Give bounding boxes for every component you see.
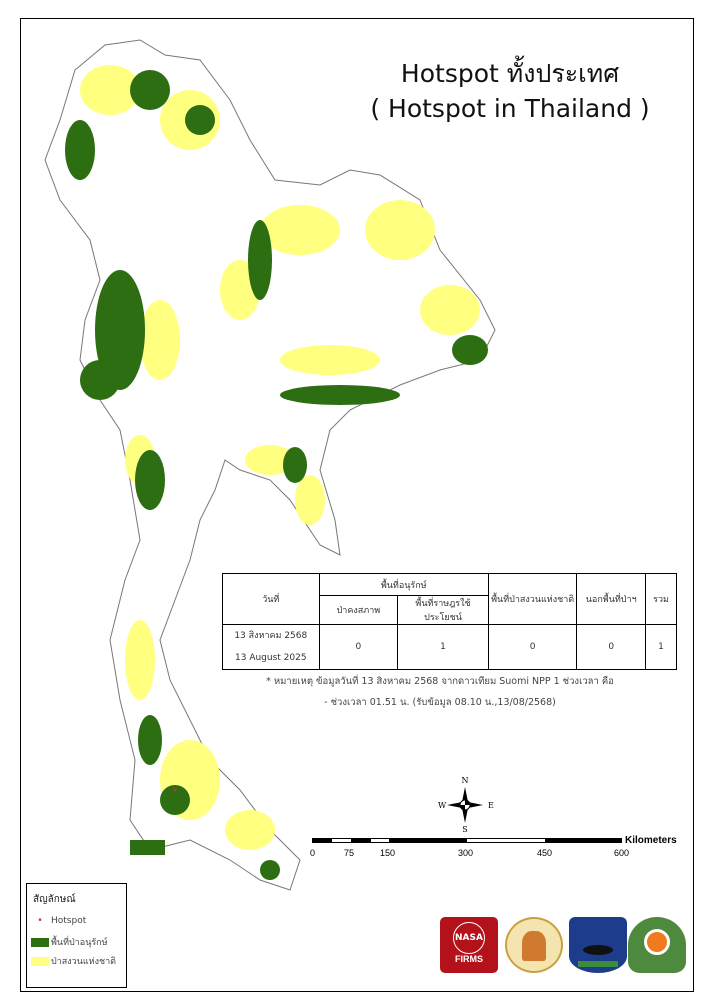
header-outside-forest: นอกพื้นที่ป่าฯ	[576, 573, 647, 625]
date-en: 13 August 2025	[235, 653, 307, 663]
title-line2: ( Hotspot in Thailand )	[370, 94, 650, 123]
national-reserve-value: 0	[487, 624, 578, 670]
legend: สัญลักษณ์ • Hotspot พื้นที่ป่าอนุรักษ์ ป…	[26, 883, 127, 988]
conservation-areas	[65, 70, 488, 880]
nasa-firms-logo: NASA FIRMS	[440, 917, 498, 973]
title-line1: Hotspot ทั้งประเทศ	[400, 59, 620, 88]
intact-forest-value: 0	[318, 624, 399, 670]
scale-tick: 0	[310, 848, 316, 858]
scale-tick: 75	[344, 848, 355, 858]
header-date: วันที่	[222, 573, 320, 625]
compass-s: S	[462, 825, 467, 834]
outside-forest-value: 0	[576, 624, 647, 670]
header-intact-forest: ป่าคงสภาพ	[318, 595, 399, 625]
date-th: 13 สิงหาคม 2568	[234, 631, 308, 641]
map-frame	[20, 18, 694, 992]
note-line2: - ช่วงเวลา 01.51 น. (รับข้อมูล 08.10 น.,…	[324, 697, 556, 708]
people-use-value: 1	[397, 624, 489, 670]
total-value: 1	[645, 624, 677, 670]
header-total: รวม	[645, 573, 677, 625]
scale-unit: Kilometers	[625, 835, 677, 846]
legend-item-national-reserve: ป่าสงวนแห่งชาติ	[31, 954, 116, 968]
compass-rose	[447, 787, 483, 823]
legend-item-hotspot: • Hotspot	[31, 916, 86, 926]
table-row: 13 สิงหาคม 2568 13 August 2025 0 1 0 0 1	[222, 624, 677, 670]
compass-n: N	[462, 776, 469, 785]
national-reserve-areas	[80, 65, 480, 850]
header-national-reserve: พื้นที่ป่าสงวนแห่งชาติ	[487, 573, 578, 625]
scale-tick: 600	[614, 848, 630, 858]
hotspot-stats-table: วันที่ พื้นที่อนุรักษ์ พื้นที่ป่าสงวนแห่…	[222, 573, 677, 670]
legend-item-conservation: พื้นที่ป่าอนุรักษ์	[31, 935, 108, 949]
legend-title: สัญลักษณ์	[33, 894, 76, 905]
scale-tick: 300	[458, 848, 474, 858]
compass-w: W	[438, 801, 447, 810]
department-seal-logo	[505, 917, 563, 973]
national-reserve-swatch	[31, 956, 49, 966]
scale-bar	[312, 838, 622, 843]
header-conservation: พื้นที่อนุรักษ์	[318, 573, 489, 596]
scale-tick: 150	[380, 848, 396, 858]
hotspot-dot-icon: •	[37, 916, 43, 926]
hotspot-point	[173, 788, 177, 792]
compass-e: E	[488, 801, 494, 810]
conservation-swatch	[31, 937, 49, 947]
scale-tick: 450	[537, 848, 553, 858]
forest-protection-logo	[628, 917, 686, 973]
note-line1: * หมายเหตุ ข้อมูลวันที่ 13 สิงหาคม 2568 …	[266, 676, 614, 687]
ranger-emblem-logo	[569, 917, 627, 973]
header-people-use: พื้นที่ราษฎรใช้ประโยชน์	[397, 595, 489, 625]
